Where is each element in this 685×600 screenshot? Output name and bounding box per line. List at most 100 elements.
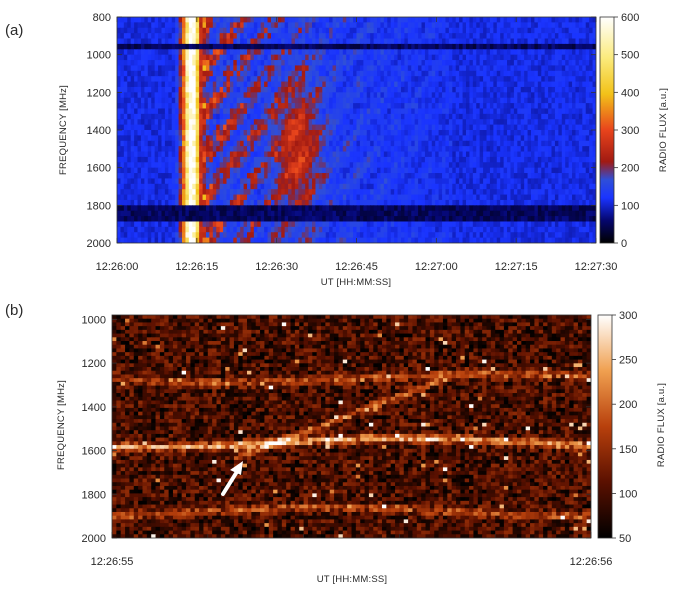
heatmap-a-cell — [260, 124, 265, 131]
heatmap-a-cell — [117, 108, 122, 115]
heatmap-a-cell — [370, 199, 375, 206]
heatmap-a-cell — [127, 183, 132, 190]
heatmap-a-cell — [445, 103, 450, 110]
heatmap-a-cell — [226, 86, 231, 93]
heatmap-a-cell — [236, 178, 241, 185]
heatmap-a-cell — [565, 167, 570, 174]
heatmap-a-cell — [493, 65, 498, 72]
heatmap-a-cell — [236, 140, 241, 147]
heatmap-a-cell — [363, 108, 368, 115]
heatmap-a-cell — [472, 17, 477, 23]
heatmap-a-cell — [578, 162, 583, 169]
heatmap-a-cell — [448, 199, 453, 206]
heatmap-a-cell — [387, 22, 392, 29]
heatmap-a-cell — [127, 205, 132, 212]
heatmap-a-cell — [274, 113, 279, 120]
heatmap-a-cell — [257, 183, 262, 190]
heatmap-a-cell — [428, 92, 433, 99]
heatmap-a-cell — [219, 92, 224, 99]
heatmap-a-cell — [134, 92, 139, 99]
heatmap-a-cell — [315, 189, 320, 196]
heatmap-a-cell — [216, 38, 221, 45]
heatmap-a-cell — [308, 92, 313, 99]
heatmap-a-cell — [240, 65, 245, 72]
heatmap-a-cell — [414, 81, 419, 88]
heatmap-a-cell — [435, 124, 440, 131]
heatmap-a-cell — [390, 183, 395, 190]
heatmap-a-cell — [322, 60, 327, 67]
heatmap-a-cell — [202, 199, 207, 206]
heatmap-a-cell — [291, 167, 296, 174]
heatmap-a-cell — [411, 97, 416, 104]
heatmap-a-cell — [151, 92, 156, 99]
heatmap-a-cell — [154, 113, 159, 120]
heatmap-a-cell — [500, 33, 505, 40]
heatmap-a-cell — [130, 183, 135, 190]
heatmap-a-cell — [503, 183, 508, 190]
heatmap-a-cell — [188, 189, 193, 196]
heatmap-a-cell — [223, 33, 228, 40]
heatmap-a-cell — [339, 27, 344, 34]
heatmap-a-cell — [589, 76, 594, 83]
heatmap-a-cell — [452, 124, 457, 131]
heatmap-a-cell — [377, 205, 382, 212]
heatmap-a-cell — [318, 113, 323, 120]
heatmap-a-cell — [377, 76, 382, 83]
heatmap-a-cell — [359, 140, 364, 147]
heatmap-a-cell — [483, 167, 488, 174]
heatmap-a-cell — [270, 22, 275, 29]
heatmap-a-cell — [421, 22, 426, 29]
heatmap-a-cell — [524, 65, 529, 72]
heatmap-a-cell — [537, 17, 542, 23]
heatmap-a-cell — [387, 119, 392, 126]
heatmap-a-cell — [120, 103, 125, 110]
heatmap-a-cell — [500, 81, 505, 88]
heatmap-a-cell — [465, 135, 471, 142]
heatmap-a-cell — [325, 103, 330, 110]
heatmap-a-cell — [168, 38, 173, 45]
heatmap-a-cell — [383, 178, 388, 185]
heatmap-a-cell — [253, 76, 258, 83]
heatmap-a-cell — [500, 43, 505, 50]
heatmap-a-cell — [530, 92, 536, 99]
heatmap-a-cell — [315, 54, 320, 61]
heatmap-a-cell — [205, 81, 210, 88]
heatmap-a-cell — [407, 124, 412, 131]
heatmap-a-cell — [342, 167, 347, 174]
heatmap-a-cell — [380, 151, 385, 158]
heatmap-a-cell — [558, 167, 563, 174]
heatmap-a-cell — [469, 70, 474, 77]
heatmap-a-cell — [243, 173, 248, 180]
heatmap-a-cell — [524, 113, 529, 120]
heatmap-a-cell — [452, 183, 457, 190]
heatmap-a-cell — [120, 60, 125, 67]
heatmap-a-cell — [544, 17, 549, 23]
heatmap-a-cell — [578, 199, 583, 206]
heatmap-a-cell — [469, 33, 474, 40]
heatmap-a-cell — [250, 49, 255, 56]
heatmap-a-cell — [448, 140, 453, 147]
heatmap-a-cell — [428, 151, 433, 158]
heatmap-a-cell — [359, 22, 364, 29]
heatmap-a-cell — [346, 43, 351, 50]
heatmap-a-cell — [455, 167, 460, 174]
heatmap-a-cell — [325, 76, 330, 83]
heatmap-a-cell — [356, 33, 361, 40]
heatmap-a-cell — [424, 194, 429, 201]
heatmap-a-cell — [226, 162, 231, 169]
heatmap-a-cell — [205, 86, 210, 93]
heatmap-a-cell — [123, 70, 128, 77]
heatmap-a-cell — [442, 54, 447, 61]
heatmap-a-cell — [250, 162, 255, 169]
heatmap-a-cell — [277, 140, 282, 147]
heatmap-a-cell — [370, 81, 375, 88]
heatmap-a-cell — [130, 97, 135, 104]
heatmap-a-cell — [315, 130, 320, 136]
heatmap-a-cell — [202, 183, 207, 190]
heatmap-a-cell — [140, 173, 145, 180]
heatmap-a-cell — [144, 135, 149, 142]
heatmap-a-cell — [301, 33, 306, 40]
heatmap-a-cell — [380, 189, 385, 196]
heatmap-a-cell — [182, 60, 187, 67]
heatmap-a-cell — [476, 173, 481, 180]
